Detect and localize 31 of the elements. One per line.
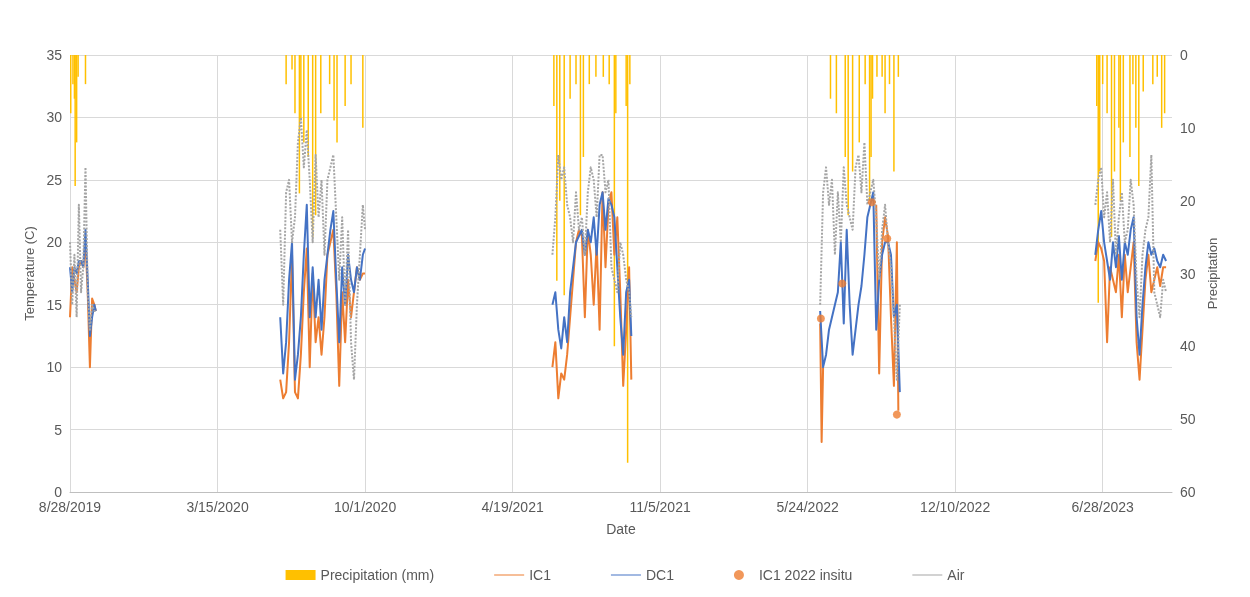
legend-label: IC1 2022 insitu (758, 567, 853, 583)
y-tick-label: 0 (54, 484, 63, 500)
x-tick-label: 6/28/2023 (1071, 499, 1135, 515)
x-tick-label: 12/10/2022 (920, 499, 991, 515)
y2-tick-label: 60 (1180, 484, 1196, 500)
y-axis-title: Temperature (C) (21, 226, 37, 321)
y2-tick-label: 10 (1180, 119, 1196, 136)
x-tick-label: 8/28/2019 (38, 499, 102, 515)
y-tick-label: 30 (46, 109, 63, 126)
legend-label: DC1 (645, 567, 675, 583)
y2-tick-label: 30 (1180, 265, 1196, 282)
y2-tick-label: 0 (1180, 47, 1188, 63)
x-tick-label: 3/15/2020 (186, 499, 249, 515)
y-tick-label: 15 (46, 296, 63, 313)
legend-label: IC1 (529, 567, 552, 583)
y-tick-label: 5 (54, 421, 63, 438)
y2-axis-title: Precipitation (1205, 237, 1221, 310)
y2-tick-label: 20 (1180, 192, 1196, 209)
y-tick-label: 10 (46, 359, 63, 376)
y-tick-label: 20 (46, 234, 63, 251)
x-tick-label: 11/5/2021 (629, 499, 691, 515)
x-tick-label: 10/1/2020 (333, 499, 397, 515)
y2-tick-label: 50 (1180, 411, 1196, 428)
x-axis-title: Date (606, 521, 636, 537)
x-tick-label: 5/24/2022 (776, 499, 839, 515)
y-tick-label: 25 (46, 171, 63, 188)
x-tick-label: 4/19/2021 (481, 499, 544, 515)
y-tick-label: 35 (46, 47, 63, 63)
legend-label: Precipitation (mm) (320, 567, 435, 583)
legend-label: Air (947, 567, 965, 583)
y2-tick-label: 40 (1180, 338, 1196, 355)
